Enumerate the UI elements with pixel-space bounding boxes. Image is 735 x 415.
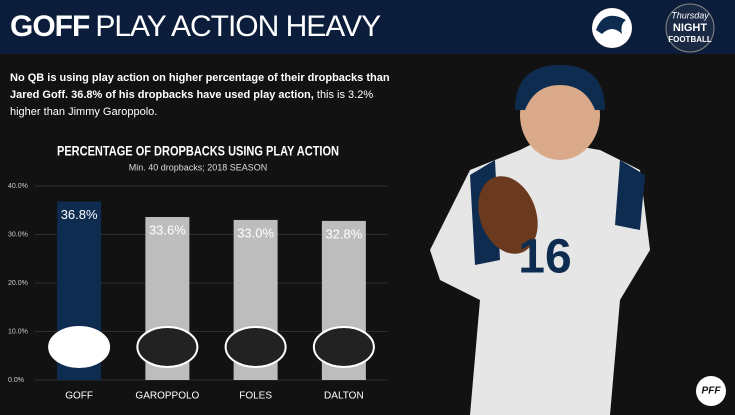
team-logo: [136, 326, 199, 368]
description: No QB is using play action on higher per…: [10, 70, 390, 121]
tnf-text: NIGHT: [673, 22, 708, 34]
x-tick-label: GOFF: [65, 391, 93, 402]
x-tick-label: FOLES: [239, 391, 272, 402]
value-label: 32.8%: [325, 226, 362, 241]
jersey-number: 16: [518, 231, 571, 284]
header-text: PLAY ACTION HEAVY: [95, 10, 381, 43]
chart-subtitle: Min. 40 dropbacks; 2018 SEASON: [129, 162, 268, 172]
y-tick-label: 20.0%: [8, 280, 28, 287]
y-tick-label: 30.0%: [8, 231, 28, 238]
value-label: 33.6%: [149, 222, 186, 237]
header-title: GOFF PLAY ACTION HEAVY: [10, 10, 381, 44]
value-label: 36.8%: [61, 207, 98, 222]
description-bold: No QB is using play action on higher per…: [10, 72, 390, 101]
tnf-logo: Thursday NIGHT FOOTBALL: [665, 3, 715, 53]
value-label: 33.0%: [237, 225, 274, 240]
player-image: 16: [430, 65, 650, 415]
x-tick-label: GAROPPOLO: [135, 391, 199, 402]
tnf-text: FOOTBALL: [668, 35, 712, 44]
team-logo: [48, 326, 111, 368]
header-name: GOFF: [10, 10, 90, 43]
x-tick-label: DALTON: [324, 391, 364, 402]
team-logo: [312, 326, 375, 368]
chart-title: PERCENTAGE OF DROPBACKS USING PLAY ACTIO…: [57, 143, 339, 159]
pff-text: PFF: [702, 386, 722, 397]
pff-logo: PFF: [696, 376, 726, 406]
rams-logo: [592, 8, 632, 48]
y-tick-label: 0.0%: [8, 377, 24, 384]
y-tick-label: 10.0%: [8, 328, 28, 335]
team-logo: [224, 326, 287, 368]
y-tick-label: 40.0%: [8, 183, 28, 190]
description-regular: this is 3.2% higher than Jimmy Garoppolo…: [10, 89, 374, 118]
tnf-text: Thursday: [671, 10, 709, 20]
